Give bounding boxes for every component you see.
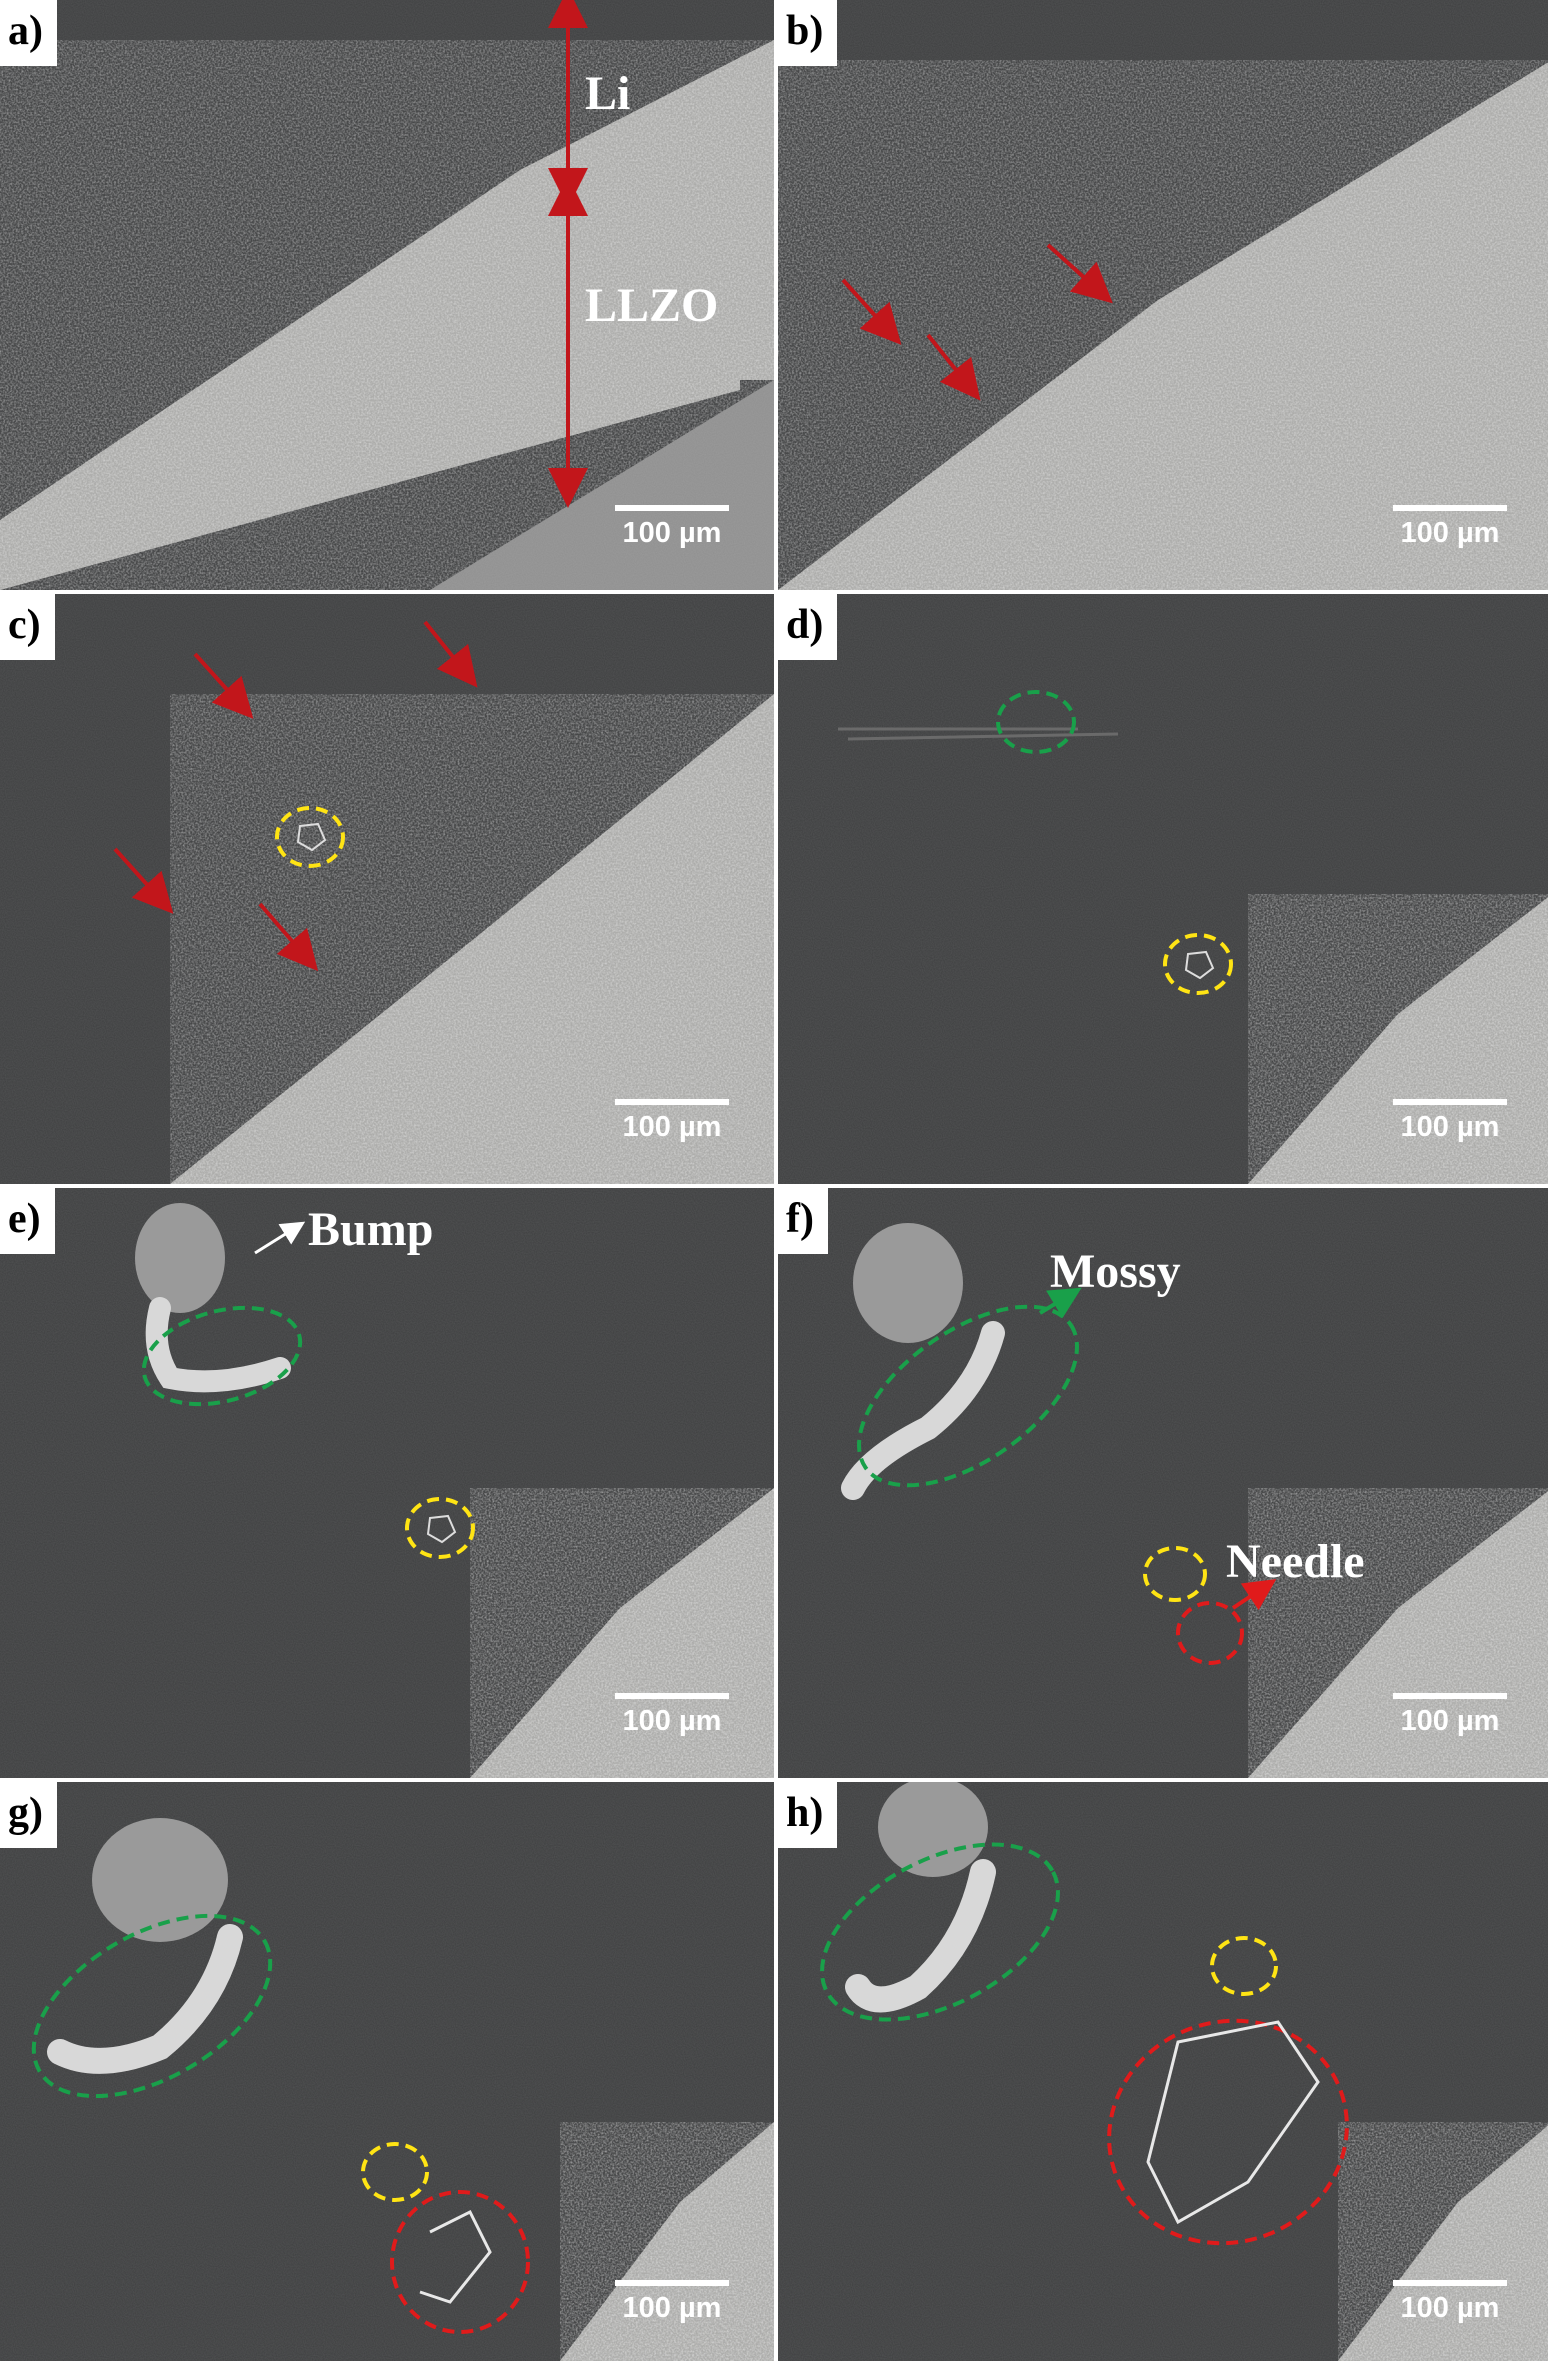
sem-image-a bbox=[0, 0, 774, 590]
scale-bar: 100 µm bbox=[1390, 2280, 1510, 2325]
sem-image-c bbox=[0, 594, 774, 1184]
red-arrow bbox=[423, 620, 478, 688]
scale-bar-text: 100 µm bbox=[622, 517, 722, 549]
red-dashed-circle bbox=[1107, 2018, 1349, 2246]
green-arrow bbox=[1038, 1287, 1082, 1318]
bump-lithium bbox=[853, 1223, 963, 1343]
sem-image-f bbox=[778, 1188, 1548, 1778]
scale-bar: 100 µm bbox=[612, 1693, 732, 1738]
white-arrow bbox=[254, 1221, 306, 1255]
panel-label: a) bbox=[0, 0, 57, 66]
scale-bar: 100 µm bbox=[1390, 1099, 1510, 1144]
green-dashed-circle bbox=[141, 1305, 303, 1407]
red-dashed-circle bbox=[1176, 1601, 1244, 1665]
panel-label: c) bbox=[0, 594, 55, 660]
green-dashed-circle bbox=[31, 1913, 273, 2099]
scale-bar: 100 µm bbox=[1390, 1693, 1510, 1738]
red-arrow bbox=[1046, 243, 1113, 304]
sem-panel-b: b) 100 µm bbox=[778, 0, 1548, 590]
scale-bar-text: 100 µm bbox=[622, 1111, 722, 1143]
bump-label: Bump bbox=[308, 1203, 434, 1256]
sem-panel-d: d) 100 µm bbox=[778, 594, 1548, 1184]
scale-bar: 100 µm bbox=[1390, 505, 1510, 550]
panel-label: e) bbox=[0, 1188, 55, 1254]
sem-image-h bbox=[778, 1782, 1548, 2361]
sem-panel-a: a) Li LLZO 100 µm bbox=[0, 0, 774, 590]
yellow-dashed-circle bbox=[1163, 933, 1233, 995]
red-arrow bbox=[926, 333, 981, 401]
sem-panel-e: e) Bump 100 µm bbox=[0, 1188, 774, 1778]
panel-label: f) bbox=[778, 1188, 828, 1254]
scale-bar: 100 µm bbox=[612, 1099, 732, 1144]
mossy-label: Mossy bbox=[1050, 1245, 1181, 1298]
red-dashed-circle bbox=[390, 2190, 530, 2334]
scale-bar-text: 100 µm bbox=[622, 2292, 722, 2324]
panel-label: b) bbox=[778, 0, 838, 66]
panel-label: g) bbox=[0, 1782, 57, 1848]
scale-bar-text: 100 µm bbox=[622, 1705, 722, 1737]
scale-bar-text: 100 µm bbox=[1400, 517, 1500, 549]
panel-label: d) bbox=[778, 594, 838, 660]
scale-bar: 100 µm bbox=[612, 505, 732, 550]
green-dashed-circle bbox=[996, 690, 1076, 754]
bump-lithium bbox=[92, 1818, 228, 1942]
sem-panel-f: f) Mossy Needle 100 µm bbox=[778, 1188, 1548, 1778]
green-dashed-circle bbox=[857, 1304, 1079, 1488]
red-arrow bbox=[841, 278, 902, 345]
red-arrow bbox=[113, 847, 174, 914]
li-label: Li bbox=[585, 67, 631, 120]
scale-bar-text: 100 µm bbox=[1400, 2292, 1500, 2324]
red-arrow bbox=[193, 652, 254, 719]
sem-image-b bbox=[778, 0, 1548, 590]
llzo-label: LLZO bbox=[585, 279, 719, 332]
yellow-dashed-circle bbox=[361, 2142, 429, 2202]
scale-bar-text: 100 µm bbox=[1400, 1111, 1500, 1143]
sem-image-e bbox=[0, 1188, 774, 1778]
sem-image-g bbox=[0, 1782, 774, 2361]
panel-label: h) bbox=[778, 1782, 838, 1848]
scale-bar: 100 µm bbox=[612, 2280, 732, 2325]
needle-label: Needle bbox=[1226, 1535, 1365, 1588]
yellow-dashed-circle bbox=[405, 1497, 475, 1559]
bump-lithium bbox=[878, 1782, 988, 1877]
sem-panel-g: g) 100 µm bbox=[0, 1782, 774, 2372]
red-arrow bbox=[258, 902, 319, 972]
sem-panel-h: h) 100 µm bbox=[778, 1782, 1548, 2372]
yellow-dashed-circle bbox=[1143, 1546, 1207, 1602]
yellow-dashed-circle bbox=[1210, 1936, 1278, 1996]
sem-image-d bbox=[778, 594, 1548, 1184]
sem-panel-c: c) 100 µm bbox=[0, 594, 774, 1184]
yellow-dashed-circle bbox=[275, 806, 345, 868]
scale-bar-text: 100 µm bbox=[1400, 1705, 1500, 1737]
bump-lithium bbox=[135, 1203, 225, 1313]
red-arrow bbox=[1231, 1579, 1277, 1611]
